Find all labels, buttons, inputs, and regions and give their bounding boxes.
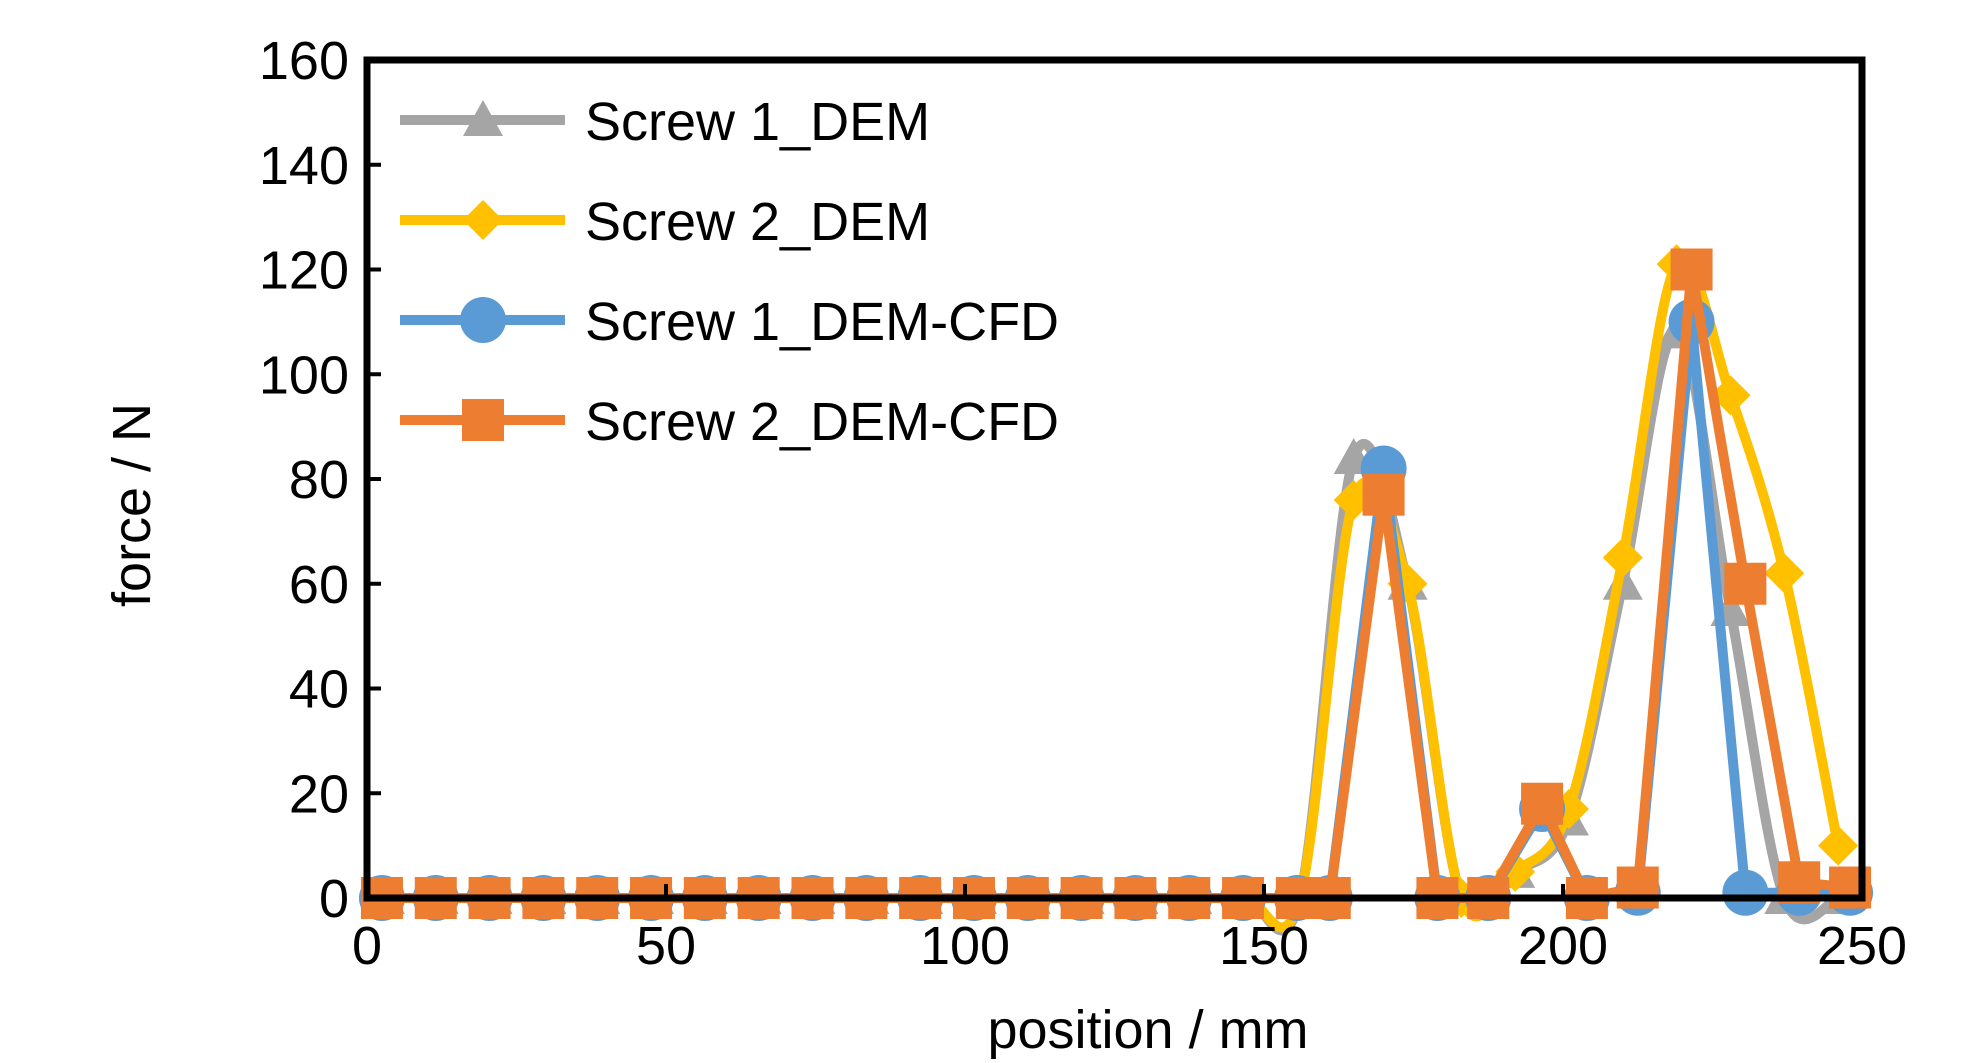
y-tick-label: 140 [259,136,349,196]
plot-area [358,244,1874,936]
y-tick-label: 80 [289,450,349,510]
legend: Screw 1_DEM Screw 2_DEM Screw 1_DEM-CFD Scr… [400,92,1059,452]
data-point [1521,782,1564,825]
x-tick-label: 250 [1817,916,1907,976]
legend-entry: Screw 1_DEM [400,92,930,152]
data-point [1722,869,1769,916]
x-tick-label: 0 [352,916,382,976]
legend-marker [463,100,503,136]
x-axis: 0 50 100 150 200 250 [352,884,1907,976]
legend-entry: Screw 2_DEM-CFD [400,392,1059,452]
data-point [1818,825,1859,866]
y-tick-label: 120 [259,241,349,301]
legend-entry: Screw 2_DEM [400,192,930,252]
y-tick-label: 0 [319,869,349,929]
y-axis: 0 20 40 60 80 100 120 140 160 [259,31,381,929]
data-point [1710,375,1751,416]
y-tick-label: 60 [289,555,349,615]
y-tick-label: 100 [259,345,349,405]
data-point [1616,866,1659,909]
data-point [1724,562,1767,605]
x-tick-label: 50 [636,916,696,976]
data-point [1602,537,1643,578]
legend-marker [460,297,506,343]
y-axis-title: force / N [102,403,162,607]
x-axis-title: position / mm [987,1000,1308,1060]
legend-marker [462,399,504,441]
x-tick-label: 200 [1518,916,1608,976]
series-line [384,255,1843,933]
y-tick-label: 160 [259,31,349,91]
data-point [1764,553,1805,594]
data-point [1362,473,1405,516]
data-point [1670,248,1713,291]
legend-label: Screw 1_DEM-CFD [585,292,1059,352]
legend-entry: Screw 1_DEM-CFD [400,292,1059,352]
legend-label: Screw 2_DEM-CFD [585,392,1059,452]
x-tick-label: 150 [1219,916,1309,976]
legend-marker [463,200,503,240]
legend-label: Screw 1_DEM [585,92,930,152]
y-tick-label: 20 [289,764,349,824]
y-tick-label: 40 [289,660,349,720]
legend-label: Screw 2_DEM [585,192,930,252]
x-tick-label: 100 [920,916,1010,976]
